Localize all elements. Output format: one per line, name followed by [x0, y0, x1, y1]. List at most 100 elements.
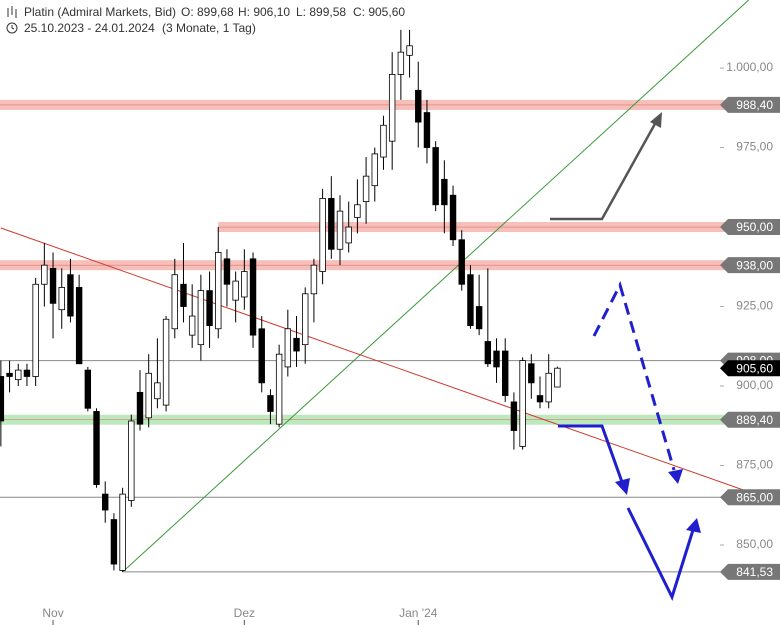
candle-body: [449, 194, 457, 241]
candle-body: [528, 363, 535, 384]
candle-body: [171, 274, 178, 330]
candle-body: [154, 382, 161, 400]
plot-area: [0, 0, 780, 573]
price-tag-label: 905,60: [736, 361, 773, 375]
candle-body: [336, 210, 344, 250]
price-tag: [720, 257, 780, 274]
x-tick-label: Nov: [42, 606, 63, 620]
candle-body: [406, 45, 413, 56]
candle-body: [267, 395, 274, 412]
candle-body: [432, 147, 439, 206]
candle-body: [502, 350, 509, 396]
price-tag: [720, 96, 780, 113]
gray-arrowhead: [650, 112, 662, 128]
y-tick-label: 900,00: [736, 378, 773, 392]
candle-body: [67, 274, 74, 317]
y-tick-label: 975,00: [736, 140, 773, 154]
candle-body: [0, 376, 5, 422]
x-tick-label: Dez: [234, 606, 255, 620]
candle-body: [293, 337, 300, 352]
header: Platin (Admiral Markets, Bid) O: 899,68 …: [6, 5, 405, 35]
candle-body: [493, 350, 500, 368]
y-tick-label: 925,00: [736, 299, 773, 313]
candle-body: [23, 369, 31, 377]
ohlc-icon: [7, 6, 17, 18]
candle-body: [354, 204, 361, 218]
price-tag-label: 865,00: [736, 490, 773, 504]
trendline: [122, 0, 750, 573]
price-tag: [720, 360, 780, 377]
clock-icon: [6, 22, 18, 34]
quote-high: H: 906,10: [238, 5, 290, 19]
candle-body: [136, 391, 144, 425]
candle-body: [441, 178, 448, 206]
header-title: Platin (Admiral Markets, Bid): [24, 5, 176, 19]
candle-body: [415, 89, 422, 123]
price-tags: 850,00 875,00 900,00 925,00 950,00 975,00 1.00…: [42, 60, 780, 625]
candle-body: [110, 519, 118, 565]
blue-arrowhead-2: [686, 518, 701, 533]
candle-body: [258, 328, 265, 384]
quote-open: O: 899,68: [181, 5, 234, 19]
candle-body: [58, 287, 65, 311]
candle-body: [41, 264, 48, 285]
candle-body: [93, 411, 100, 485]
trendline: [0, 227, 749, 493]
price-tag-label: 950,00: [736, 220, 773, 234]
candle-body: [6, 372, 13, 377]
candle-body: [423, 112, 431, 148]
price-tag-label: 841,53: [736, 565, 773, 579]
candle-body: [302, 293, 309, 346]
candle-body: [215, 252, 222, 330]
candle-body: [241, 271, 248, 298]
candle-body: [275, 353, 283, 425]
x-tick-label: Jan '24: [399, 606, 438, 620]
candle-body: [206, 290, 213, 326]
price-tag: [720, 489, 780, 506]
candle-body: [362, 175, 370, 202]
price-tag: [720, 219, 780, 236]
candle-body: [188, 315, 196, 336]
candle-body: [380, 124, 387, 158]
candle-body: [388, 74, 396, 142]
candle-body: [310, 264, 318, 295]
blue-arrow-1: [558, 424, 624, 483]
price-tag: [720, 411, 780, 428]
price-tag-label: 938,00: [736, 258, 773, 272]
candle-body: [371, 153, 378, 187]
candle-body: [397, 51, 405, 75]
candle-body: [197, 290, 205, 346]
price-tag-label: 889,40: [736, 413, 773, 427]
candle-body: [328, 198, 335, 250]
blue-arrowhead-1: [615, 478, 630, 495]
candle-body: [458, 239, 465, 285]
candle-body: [102, 493, 109, 511]
date-range: 25.10.2023 - 24.01.2024: [24, 21, 155, 35]
candle-body: [232, 280, 239, 301]
quote-close: C: 905,60: [353, 5, 405, 19]
candle-body: [249, 258, 257, 336]
candle-body: [510, 401, 518, 431]
candle-body: [536, 395, 544, 403]
candle-body: [554, 367, 561, 388]
candle-body: [223, 258, 231, 285]
candle-body: [519, 360, 526, 447]
candle-body: [32, 283, 39, 377]
candle-body: [75, 287, 83, 365]
y-tick-label: 1.000,00: [726, 60, 773, 74]
candle-body: [284, 328, 292, 368]
annotation-arrows: [550, 112, 701, 602]
period: (3 Monate, 1 Tag): [162, 21, 256, 35]
blue-arrow-2: [626, 507, 695, 602]
candle-body: [475, 306, 483, 330]
candle-body: [145, 372, 152, 419]
candle-body: [545, 372, 552, 403]
candle-body: [484, 341, 492, 365]
candle-body: [49, 267, 57, 304]
candle-body: [345, 226, 352, 244]
blue-dashed-arrowhead: [668, 469, 683, 484]
price-tag-label: 988,40: [736, 98, 773, 112]
candle-body: [162, 318, 170, 406]
candle-body: [84, 369, 92, 409]
candle-body: [128, 420, 135, 501]
